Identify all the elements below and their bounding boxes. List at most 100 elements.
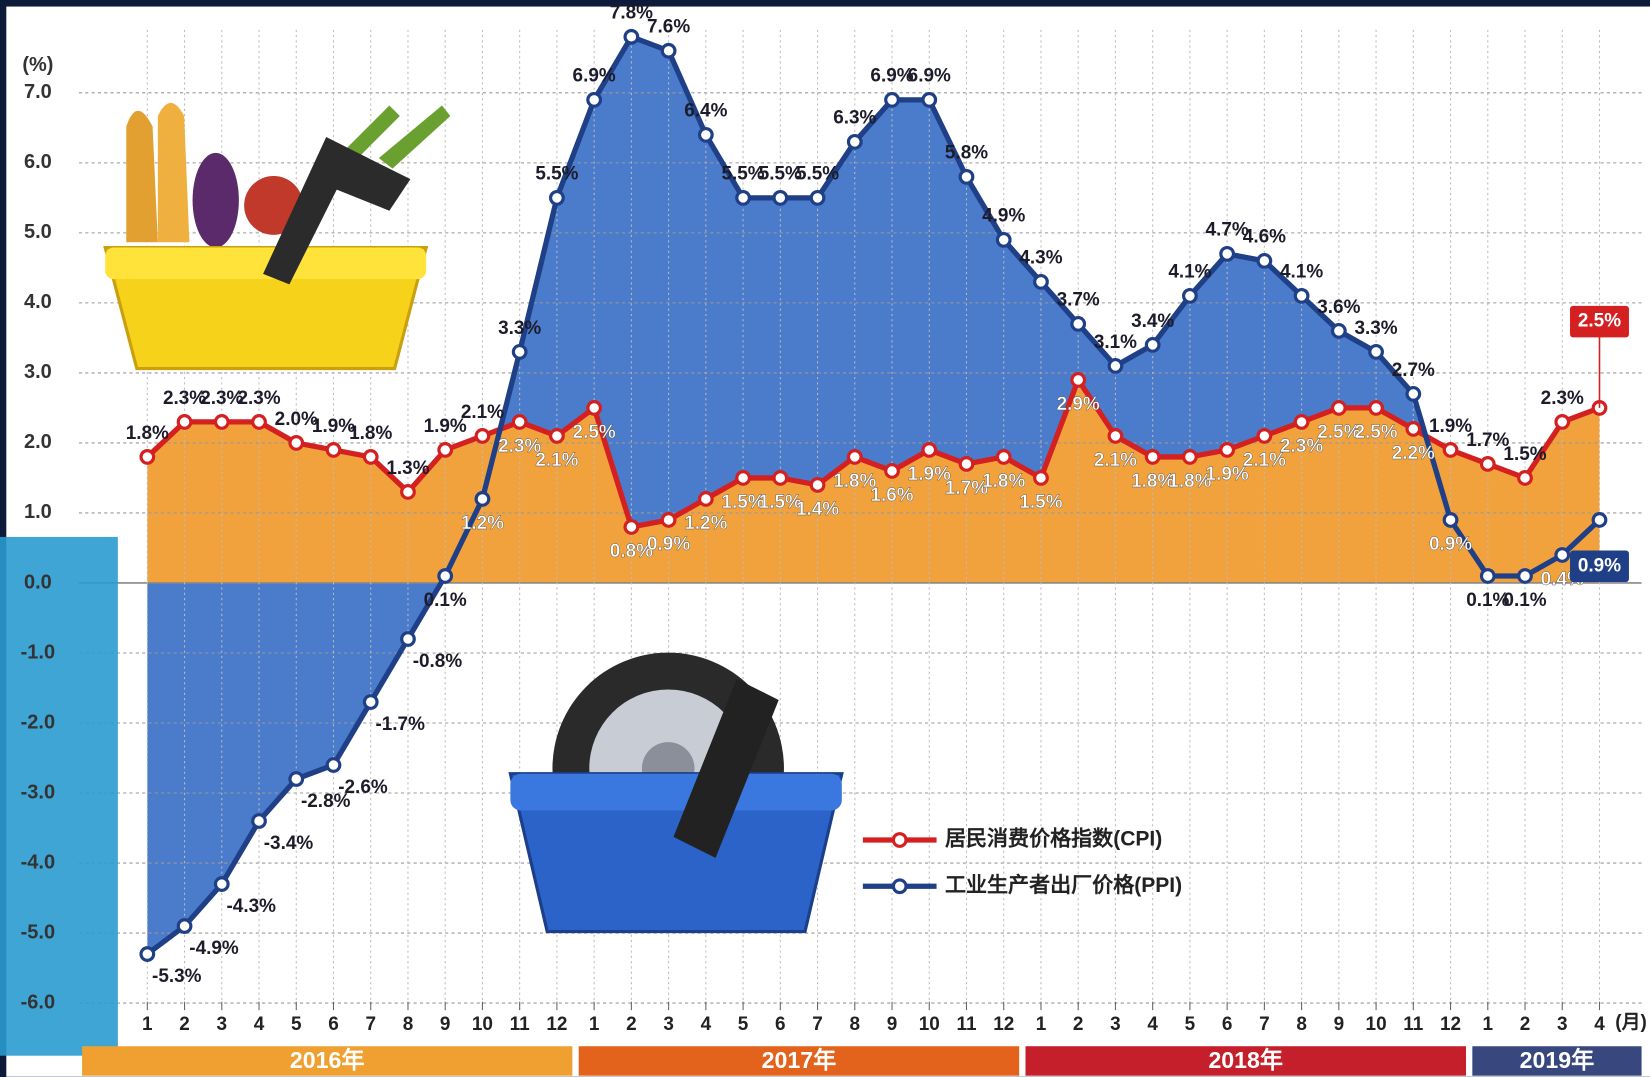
point xyxy=(586,91,603,108)
point xyxy=(1256,428,1273,444)
point xyxy=(1554,414,1571,430)
year-label: 2016年 xyxy=(290,1047,365,1073)
point xyxy=(511,344,528,360)
decoration xyxy=(103,102,844,934)
point xyxy=(176,414,193,430)
x-tick-label: 2 xyxy=(1073,1014,1084,1035)
point xyxy=(362,694,379,710)
value-label: 1.8% xyxy=(1131,471,1174,492)
value-label: -4.9% xyxy=(189,938,239,959)
y-tick-label: 6.0 xyxy=(24,151,52,173)
year-band xyxy=(578,1046,1020,1076)
x-tick-label: 3 xyxy=(217,1014,228,1035)
point xyxy=(1293,288,1310,304)
x-tick-label: 12 xyxy=(993,1014,1014,1035)
point xyxy=(400,631,416,647)
line xyxy=(145,377,1601,530)
y-unit: (%) xyxy=(22,54,53,76)
value-label: 2.3% xyxy=(163,388,206,409)
point xyxy=(1107,428,1124,444)
point xyxy=(437,442,454,458)
value-label: 2.3% xyxy=(200,388,243,409)
x-tick-label: 1 xyxy=(1483,1014,1494,1035)
value-label: 2.9% xyxy=(1057,394,1100,415)
x-tick-label: 10 xyxy=(472,1014,493,1035)
value-label: 1.4% xyxy=(796,499,839,520)
point xyxy=(213,876,230,892)
value-label: 2.1% xyxy=(1094,450,1137,471)
point xyxy=(1070,316,1087,332)
value-label: 2.5% xyxy=(1578,311,1621,332)
point xyxy=(251,813,267,829)
value-label: 2.5% xyxy=(1354,422,1397,443)
value-label: 6.9% xyxy=(573,66,616,87)
value-label: 3.6% xyxy=(1317,297,1360,318)
point xyxy=(1368,344,1384,360)
x-tick-label: 2 xyxy=(1520,1014,1531,1035)
point xyxy=(474,428,491,444)
value-label: 4.1% xyxy=(1168,262,1211,283)
point xyxy=(735,470,751,486)
point xyxy=(1033,470,1049,486)
x-tick-label: 9 xyxy=(1334,1014,1345,1035)
x-tick-label: 10 xyxy=(919,1014,940,1035)
value-label: 4.7% xyxy=(1206,220,1249,241)
x-tick-label: 6 xyxy=(775,1014,786,1035)
x-tick-label: 11 xyxy=(956,1014,976,1035)
overlay: -6.0 -5.0 -4.0 -3.0 -2.0 -1.0 0.0 1.0 2.0 3.0 4.0 5… xyxy=(21,3,1647,1076)
x-tick-label: 2 xyxy=(626,1014,637,1035)
point xyxy=(846,133,863,150)
point xyxy=(288,435,305,451)
year-band xyxy=(1025,1046,1467,1076)
food-basket xyxy=(103,102,451,371)
value-label: 2.5% xyxy=(573,422,616,443)
point xyxy=(1442,512,1459,528)
point xyxy=(1554,547,1571,563)
point xyxy=(1405,421,1422,437)
value-label: 1.8% xyxy=(126,423,169,444)
x-tick-label: 3 xyxy=(663,1014,674,1035)
value-label: 3.1% xyxy=(1094,332,1137,353)
value-label: 2.3% xyxy=(1280,436,1323,457)
point xyxy=(400,484,416,500)
point xyxy=(958,456,975,472)
value-label: 6.4% xyxy=(684,101,727,122)
x-tick-label: 4 xyxy=(701,1014,712,1035)
x-tick-label: 8 xyxy=(1296,1014,1307,1035)
point xyxy=(213,414,230,430)
value-label: 2.2% xyxy=(1392,443,1435,464)
value-label: 4.1% xyxy=(1280,262,1323,283)
y-tick-label: -5.0 xyxy=(21,921,55,943)
x-tick-label: 5 xyxy=(291,1014,302,1035)
point xyxy=(1107,358,1124,374)
value-label: -1.7% xyxy=(375,714,425,735)
value-label: 2.7% xyxy=(1392,360,1435,381)
x-tick-label: 3 xyxy=(1110,1014,1121,1035)
point xyxy=(511,414,528,430)
legend-label: 居民消费价格指数(CPI) xyxy=(945,826,1162,851)
label-box xyxy=(1570,305,1629,338)
x-tick-label: 7 xyxy=(1259,1014,1270,1035)
point xyxy=(1144,337,1161,353)
value-label: -4.3% xyxy=(227,896,277,917)
value-label: 1.3% xyxy=(386,458,429,479)
y-tick-label: 4.0 xyxy=(24,291,52,313)
value-label: 5.5% xyxy=(759,164,802,185)
point xyxy=(1330,323,1347,339)
point xyxy=(958,168,975,185)
point xyxy=(1479,456,1496,472)
point xyxy=(1219,442,1236,458)
point xyxy=(660,42,677,59)
x-tick-label: 1 xyxy=(1036,1014,1047,1035)
value-label: 1.9% xyxy=(312,416,355,437)
point xyxy=(437,568,454,584)
x-tick-label: 11 xyxy=(510,1014,530,1035)
point xyxy=(325,757,342,773)
x-tick-label: 4 xyxy=(254,1014,265,1035)
value-label: 4.6% xyxy=(1243,227,1286,248)
x-tick-label: 4 xyxy=(1147,1014,1158,1035)
point xyxy=(362,449,379,465)
value-label: 1.2% xyxy=(461,513,504,534)
area xyxy=(147,379,1600,583)
point xyxy=(586,400,603,416)
